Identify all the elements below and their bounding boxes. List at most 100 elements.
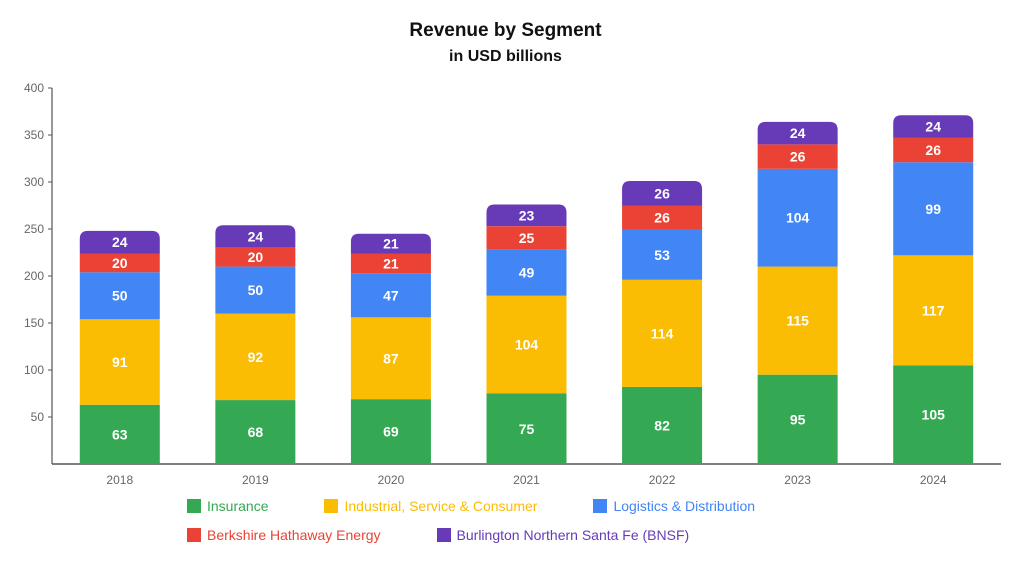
bar-value-label: 50 — [112, 288, 128, 304]
bar-segment — [350, 273, 431, 318]
y-tick-label: 150 — [24, 316, 44, 330]
bar-segment — [622, 279, 703, 387]
bar-segment — [622, 205, 703, 230]
bar-segment — [893, 162, 974, 256]
bar-value-label: 21 — [383, 255, 399, 271]
bar-value-label: 24 — [248, 229, 264, 245]
bar-value-label: 104 — [786, 210, 810, 226]
bar-value-label: 82 — [654, 417, 670, 433]
bar-value-label: 87 — [383, 350, 399, 366]
bar-segment — [215, 225, 296, 248]
bar-value-label: 53 — [654, 247, 670, 263]
bar-value-label: 24 — [790, 125, 806, 141]
y-tick-label: 400 — [24, 81, 44, 95]
bar-segment — [350, 317, 431, 400]
bar-value-label: 20 — [112, 255, 128, 271]
bar-segment — [215, 313, 296, 401]
legend-label: Industrial, Service & Consumer — [344, 498, 538, 514]
legend-item[interactable]: Industrial, Service & Consumer — [324, 498, 537, 514]
bar-segment — [622, 181, 703, 206]
y-tick-label: 350 — [24, 128, 44, 142]
bar-value-label: 21 — [383, 236, 399, 252]
bar-value-label: 23 — [519, 207, 535, 223]
chart-subtitle: in USD billions — [449, 48, 562, 65]
bar-segment — [757, 121, 838, 145]
bar-value-label: 95 — [790, 411, 806, 427]
bar-value-label: 68 — [248, 424, 264, 440]
legend-swatch — [324, 499, 339, 513]
bar-value-label: 49 — [519, 265, 535, 281]
bar-segment — [350, 399, 431, 464]
bar-segment — [893, 255, 974, 366]
bar-segment — [350, 233, 431, 254]
bar-value-label: 50 — [248, 282, 264, 298]
bar-segment — [215, 400, 296, 464]
bar-value-label: 117 — [922, 302, 945, 318]
bar-segment — [79, 230, 160, 254]
legend-item[interactable]: Insurance — [187, 498, 268, 514]
bar-segment — [486, 249, 567, 296]
bar-segment — [215, 247, 296, 267]
bar-value-label: 25 — [519, 230, 535, 246]
bar-segment — [893, 365, 974, 464]
legend-swatch — [593, 499, 608, 513]
legend-item[interactable]: Burlington Northern Santa Fe (BNSF) — [436, 527, 690, 543]
y-tick-label: 100 — [24, 363, 44, 377]
bar-segment — [893, 115, 974, 138]
bar-segment — [79, 319, 160, 405]
bar-value-label: 24 — [112, 234, 128, 250]
bar-segment — [757, 266, 838, 375]
bar-segment — [350, 253, 431, 274]
legend-label: Logistics & Distribution — [613, 498, 756, 514]
bar-segment — [215, 266, 296, 314]
bar-value-label: 26 — [925, 142, 941, 158]
y-tick-label: 250 — [24, 222, 44, 236]
bar-value-label: 99 — [925, 201, 941, 217]
bar-segment — [622, 229, 703, 280]
bar-value-label: 105 — [922, 407, 946, 423]
legend-label: Burlington Northern Santa Fe (BNSF) — [456, 527, 690, 543]
y-tick-label: 300 — [24, 175, 44, 189]
bar-value-label: 26 — [654, 210, 670, 226]
bar-segment — [622, 386, 703, 464]
legend-label: Insurance — [207, 498, 269, 514]
bar-value-label: 114 — [651, 325, 674, 341]
chart-title: Revenue by Segment — [409, 20, 602, 41]
bar-segment — [79, 404, 160, 464]
bar-value-label: 92 — [248, 349, 264, 365]
bar-value-label: 69 — [383, 424, 399, 440]
legend-row: Insurance Industrial, Service & Consumer L… — [187, 498, 755, 514]
bar-segment — [79, 253, 160, 273]
bar-segment — [757, 374, 838, 464]
legend-row: Berkshire Hathaway Energy Burlington Nort… — [187, 527, 689, 543]
bar-value-label: 26 — [790, 149, 806, 165]
legend-item[interactable]: Berkshire Hathaway Energy — [187, 527, 381, 543]
y-tick-label: 50 — [31, 410, 45, 424]
bar-segment — [486, 295, 567, 394]
x-tick-label: 2022 — [649, 473, 676, 487]
x-tick-label: 2023 — [784, 473, 811, 487]
bar-segment — [757, 168, 838, 267]
bar-value-label: 115 — [786, 313, 809, 329]
bar-segment — [757, 144, 838, 169]
bar-value-label: 26 — [654, 185, 670, 201]
bar-segment — [486, 204, 567, 227]
bar-segment — [486, 226, 567, 250]
legend-swatch — [187, 499, 201, 513]
bar-segment — [486, 393, 567, 464]
x-tick-label: 2019 — [242, 473, 269, 487]
bar-segment — [79, 272, 160, 320]
bar-value-label: 20 — [248, 249, 264, 265]
legend-swatch — [436, 528, 451, 542]
legend-item[interactable]: Logistics & Distribution — [593, 498, 755, 514]
bar-value-label: 104 — [515, 337, 539, 353]
bar-segment — [893, 137, 974, 163]
x-tick-label: 2024 — [920, 473, 947, 487]
legend-label: Berkshire Hathaway Energy — [207, 527, 381, 543]
bar-value-label: 75 — [519, 421, 535, 437]
bar-value-label: 47 — [383, 287, 399, 303]
legend-swatch — [187, 528, 201, 542]
x-tick-label: 2018 — [106, 473, 133, 487]
